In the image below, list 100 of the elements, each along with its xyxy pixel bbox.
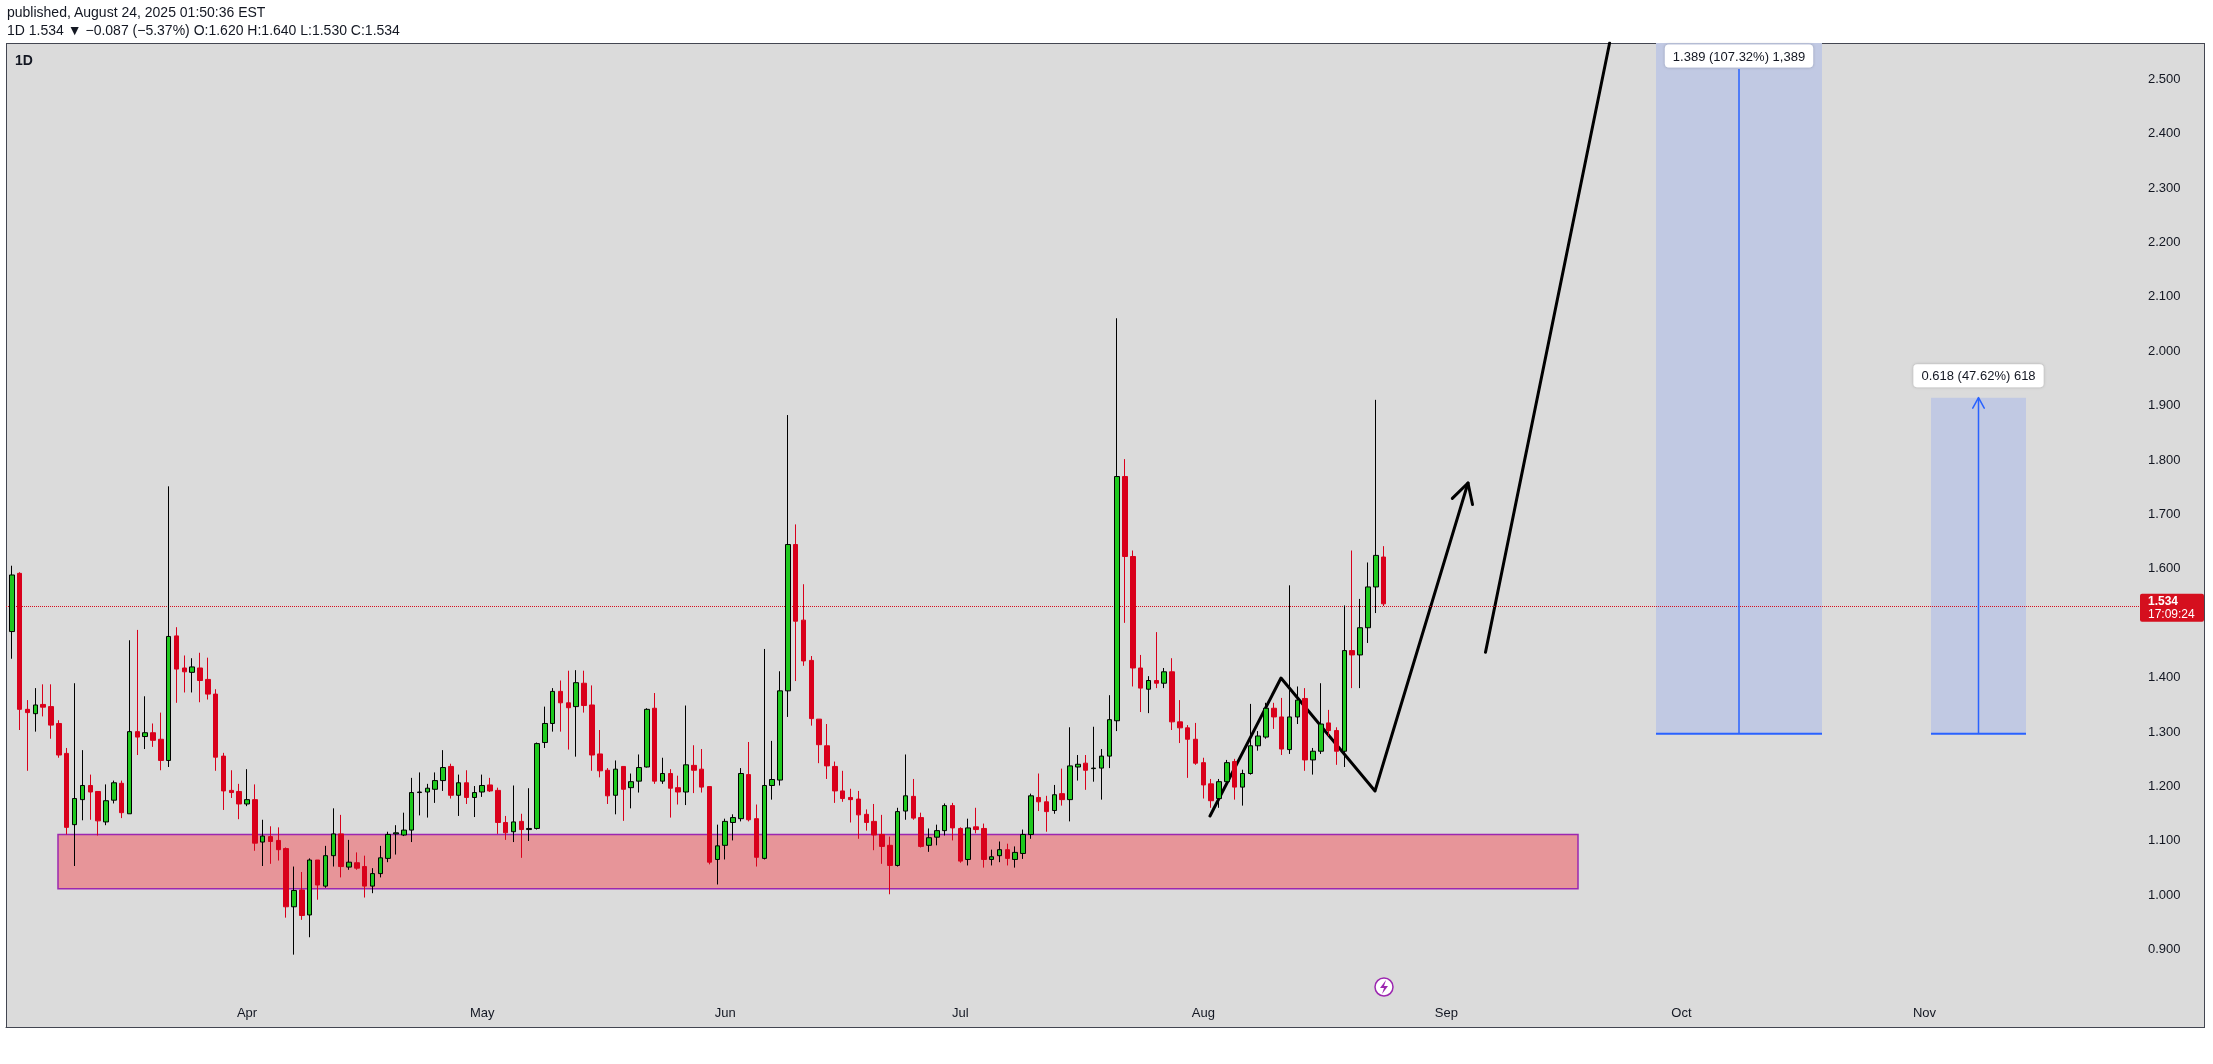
candlestick [738,767,744,822]
candlestick [1318,682,1324,755]
candlestick [95,790,101,837]
candlestick [1381,545,1386,607]
candlestick [1216,778,1222,809]
candlestick [205,657,211,701]
candlestick [816,718,822,764]
y-tick-label: 1.800 [2148,451,2181,467]
candlestick [895,807,900,868]
candlestick [315,859,320,901]
candlestick [503,815,508,841]
y-tick-label: 1.200 [2148,777,2181,793]
candlestick [1099,748,1104,801]
candlestick [1287,584,1292,755]
y-tick-label: 1.700 [2148,506,2181,522]
candlestick [628,773,634,809]
candlestick [440,749,446,792]
candlestick [1334,726,1339,766]
candlestick [378,845,383,878]
candlestick [1357,598,1363,689]
candlestick [1146,675,1151,714]
candlestick [644,707,650,769]
candlestick [401,812,407,837]
candlestick [840,770,845,803]
candlestick [331,807,336,868]
candlestick [1154,631,1159,689]
candlestick [958,826,963,864]
candlestick [1365,561,1371,644]
candlestick [903,753,908,821]
candlestick [558,680,563,733]
candlestick [769,740,775,801]
candlestick [1091,726,1096,783]
candlestick [135,629,140,756]
candlestick [158,712,164,771]
x-tick-label: Jul [952,1005,969,1020]
candlestick [487,777,493,793]
candlestick [1169,657,1175,731]
y-tick-label: 1.600 [2148,560,2181,576]
candlestick [621,765,626,822]
candlestick [9,565,15,660]
text: published, August 24, 2025 01:50:36 EST [7,3,266,21]
candlestick [730,813,736,841]
candlestick [793,523,798,682]
candlestick [385,831,391,863]
candlestick [495,787,501,835]
candlestick [1201,757,1206,800]
band-label: 0.618 (47.62%) 618 [1921,368,2036,384]
candlestick [307,857,312,938]
candlestick [1193,722,1198,766]
candlestick [1012,845,1018,869]
candlestick [581,670,587,714]
candlestick [950,802,955,841]
candlestick [464,769,469,805]
candlestick [166,485,171,768]
candlestick [871,803,877,851]
candlestick [472,785,477,818]
candlestick [1240,769,1245,807]
candlestick [17,571,22,731]
candlestick [597,729,603,778]
candlestick [613,759,618,815]
candlestick [675,775,681,806]
candlestick [762,648,767,860]
candlestick [848,788,853,823]
candlestick [722,818,728,860]
y-tick-label: 2.000 [2148,342,2181,358]
candlestick [636,753,642,794]
candlestick [777,670,783,786]
candlestick [997,841,1002,863]
candlestick [432,771,438,804]
y-tick-label: 0.900 [2148,941,2181,957]
candlestick [550,687,555,733]
candlestick [754,804,759,868]
candlestick [1185,724,1190,779]
candlestick [1130,550,1136,687]
candlestick [856,790,861,840]
y-tick-label: 1.300 [2148,723,2181,739]
candlestick [573,669,579,758]
candlestick [683,705,689,806]
candlestick [323,845,328,889]
candlestick [1326,709,1331,737]
candlestick [1248,703,1253,776]
candlestick [605,767,610,805]
candlestick [370,867,375,894]
candlestick [213,688,218,772]
candlestick [48,683,54,740]
candlestick [56,719,62,759]
candlestick [911,778,916,821]
chart-subtitle: 1D 1.534 ▼ −0.087 (−5.37%) O:1.620 H:1.640 L:1.530 C:1.534 [7,21,400,39]
candlestick [142,695,148,750]
candlestick [1052,784,1057,815]
candlestick [832,761,838,804]
candlestick [25,699,30,772]
ref-line-label: 1.534 [2148,593,2179,608]
candlestick [1271,702,1277,730]
candlestick [1138,654,1143,713]
x-tick-label: Nov [1912,1005,1937,1020]
candlestick [119,780,124,819]
candlestick [715,824,720,885]
candlestick [973,807,979,834]
candlestick [1373,399,1379,614]
